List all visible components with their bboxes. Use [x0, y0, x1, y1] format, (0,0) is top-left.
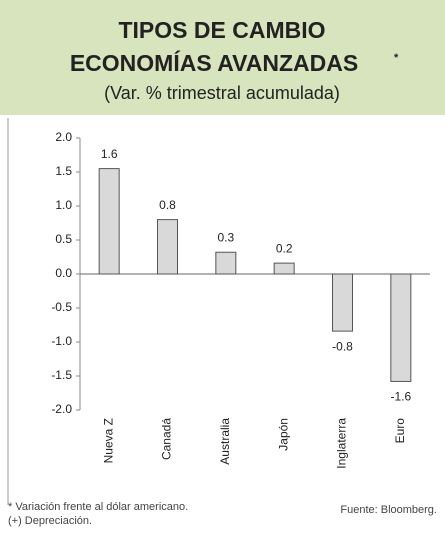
- y-tick-label: -2.0: [51, 402, 72, 416]
- value-label: 1.6: [101, 147, 118, 161]
- y-tick-label: 1.5: [55, 164, 72, 178]
- value-label: 0.2: [276, 241, 293, 255]
- bar: [157, 219, 178, 275]
- y-tick-label: 0.0: [55, 266, 72, 280]
- x-tick-label: Euro: [393, 418, 407, 444]
- bar: [332, 273, 353, 332]
- source: Fuente: Bloomberg.: [340, 504, 437, 516]
- value-label: 0.3: [217, 230, 234, 244]
- bar: [390, 273, 412, 382]
- x-tick-label: Canadá: [160, 418, 174, 460]
- y-tick-label: -1.5: [51, 368, 72, 382]
- chart-title: TIPOS DE CAMBIO: [118, 17, 325, 43]
- value-label: -1.6: [390, 390, 411, 404]
- bar: [273, 262, 295, 275]
- bar: [215, 251, 237, 275]
- y-tick-label: -1.0: [51, 334, 72, 348]
- x-tick-label: Australia: [218, 418, 232, 465]
- y-tick-label: -0.5: [51, 300, 72, 314]
- footnote: (+) Depreciación.: [8, 515, 92, 527]
- bar: [98, 168, 120, 275]
- x-tick-label: Nueva Z: [101, 418, 115, 463]
- x-tick-label: Inglaterra: [335, 418, 349, 469]
- chart-title: ECONOMÍAS AVANZADAS: [70, 49, 358, 76]
- value-label: 0.8: [159, 198, 176, 212]
- y-tick-label: 2.0: [55, 130, 72, 144]
- value-label: -0.8: [332, 339, 353, 353]
- title-note: *: [394, 52, 399, 64]
- subtitle: (Var. % trimestral acumulada): [104, 83, 340, 103]
- y-tick-label: 1.0: [55, 198, 72, 212]
- y-tick-label: 0.5: [55, 232, 72, 246]
- x-tick-label: Japón: [276, 418, 290, 451]
- header-band: [0, 0, 445, 115]
- footnote: * Variación frente al dólar americano.: [8, 501, 188, 513]
